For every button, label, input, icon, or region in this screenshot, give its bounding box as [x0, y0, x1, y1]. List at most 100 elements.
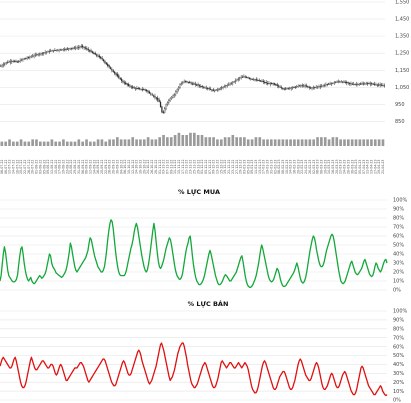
candle-body — [373, 83, 376, 85]
candle-body — [59, 49, 62, 51]
candle-body — [108, 65, 110, 68]
candle-body — [326, 84, 328, 85]
volume-bar — [162, 135, 165, 146]
volume-bar — [304, 139, 308, 146]
candle-body — [294, 86, 296, 88]
volume-bar — [235, 137, 238, 146]
volume-bar — [246, 139, 250, 146]
volume-bar — [92, 141, 96, 146]
buy-pct-y-tick-label: 0% — [393, 288, 401, 294]
x-date-label: 19-01-23 — [266, 160, 270, 174]
price-y-tick-label: 1,550 — [395, 0, 409, 6]
volume-bar — [0, 141, 4, 146]
price-y-tick-label: 950 — [395, 102, 405, 108]
candle-body — [382, 85, 384, 87]
volume-bar — [65, 141, 69, 146]
candle-body — [209, 88, 212, 90]
candle-body — [190, 82, 192, 84]
volume-bar — [81, 141, 84, 146]
candle-body — [147, 90, 149, 93]
x-date-label: 11-04-23 — [366, 160, 370, 174]
volume-bar — [243, 137, 246, 146]
volume-bar — [347, 139, 350, 146]
candle-body — [376, 84, 378, 86]
candle-body — [0, 65, 2, 67]
candle-body — [346, 81, 348, 84]
x-date-label: 05-12-22 — [204, 160, 208, 174]
volume-bar — [277, 139, 281, 146]
candle-body — [236, 79, 238, 81]
x-date-label: 07-04-23 — [362, 160, 366, 174]
candle-body — [273, 83, 276, 85]
candle-body — [296, 86, 298, 88]
candle-body — [268, 83, 270, 85]
x-date-label: 06-02-23 — [277, 160, 281, 174]
candle-body — [311, 87, 313, 89]
candle-body — [271, 83, 273, 85]
x-date-label: 06-09-22 — [81, 160, 85, 174]
volume-bar — [158, 137, 161, 146]
price-y-tick-label: 1,350 — [395, 34, 409, 40]
candle-body — [27, 57, 30, 59]
x-date-label: 11-11-22 — [173, 160, 177, 174]
candle-body — [169, 98, 171, 101]
x-date-label: 14-03-23 — [327, 160, 331, 174]
candle-body — [293, 87, 295, 88]
candle-body — [197, 84, 199, 86]
candle-body — [123, 82, 125, 84]
candle-body — [122, 80, 124, 83]
x-date-label: 22-03-23 — [339, 160, 343, 174]
candle-body — [342, 81, 344, 83]
candle-body — [140, 89, 142, 91]
candle-body — [7, 62, 9, 64]
candle-body — [367, 83, 369, 85]
candle-body — [104, 60, 106, 63]
candle-body — [51, 50, 53, 52]
volume-bar — [169, 137, 173, 146]
candle-body — [119, 78, 121, 80]
x-date-label: 09-01-23 — [250, 160, 254, 174]
candle-body — [69, 48, 71, 50]
candle-body — [246, 76, 248, 78]
candle-body — [282, 88, 284, 90]
x-date-label: 18-10-22 — [139, 160, 143, 174]
buy-pct-y-tick-label: 30% — [393, 261, 404, 267]
volume-bar — [335, 137, 339, 146]
candle-body — [9, 61, 12, 63]
x-date-label: 13-12-22 — [216, 160, 220, 174]
volume-bar — [142, 139, 146, 146]
candle-body — [358, 83, 360, 85]
candle-body — [37, 54, 39, 56]
x-date-label: 05-08-22 — [42, 160, 46, 174]
candle-body — [30, 56, 32, 58]
buy-pct-y-tick-label: 90% — [393, 207, 404, 213]
candle-body — [322, 85, 324, 87]
candle-body — [26, 57, 28, 59]
volume-bar — [381, 139, 385, 146]
x-date-label: 08-02-23 — [281, 160, 285, 174]
x-date-label: 10-03-23 — [323, 160, 327, 174]
candle-body — [251, 78, 253, 80]
candle-body — [44, 52, 46, 54]
candle-body — [212, 89, 214, 91]
candle-body — [48, 51, 50, 53]
candle-body — [72, 47, 74, 49]
candle-body — [194, 83, 196, 85]
candle-body — [291, 87, 294, 89]
x-date-label: 20-03-23 — [335, 160, 339, 174]
x-date-label: 28-09-22 — [112, 160, 116, 174]
sell-pct-y-tick-label: 60% — [393, 344, 404, 350]
x-date-label: 17-04-23 — [373, 160, 377, 174]
volume-bar — [343, 139, 346, 146]
volume-bar — [181, 135, 185, 146]
volume-bar — [96, 139, 100, 146]
x-date-label: 20-02-23 — [296, 160, 300, 174]
candle-body — [355, 84, 358, 85]
candle-body — [339, 81, 341, 83]
candle-body — [379, 84, 381, 86]
volume-bar — [131, 137, 135, 146]
sell-pct-y-tick-label: 50% — [393, 353, 404, 359]
candle-body — [321, 85, 323, 87]
candle-body — [39, 53, 41, 55]
candle-body — [1, 64, 3, 67]
